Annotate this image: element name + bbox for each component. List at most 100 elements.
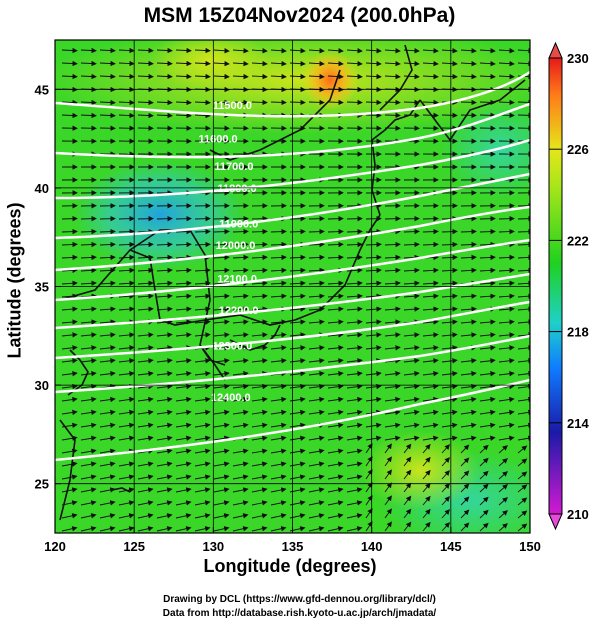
wind-arrow (270, 228, 287, 235)
wind-arrow (137, 293, 154, 299)
wind-arrow (270, 358, 287, 364)
wind-arrow (175, 435, 192, 441)
wind-arrow (232, 319, 249, 325)
wind-arrow (422, 383, 439, 390)
wind-arrow (118, 47, 135, 54)
wind-arrow (498, 510, 508, 519)
wind-arrow (194, 99, 211, 106)
wind-arrow (403, 332, 420, 338)
wind-arrow (194, 500, 211, 506)
wind-arrow (175, 409, 192, 416)
wind-arrow (460, 241, 477, 248)
wind-arrow (517, 60, 530, 67)
wind-arrow (460, 470, 470, 480)
wind-arrow (346, 513, 363, 519)
wind-arrow (270, 254, 287, 261)
wind-arrow (137, 526, 154, 532)
wind-arrow (422, 371, 439, 377)
wind-arrow (460, 306, 477, 312)
wind-arrow (498, 471, 508, 480)
wind-arrow (517, 241, 530, 248)
wind-arrow (137, 474, 154, 480)
wind-arrow (99, 60, 116, 67)
wind-arrow (441, 409, 458, 416)
wind-arrow (80, 461, 97, 467)
wind-arrow (213, 241, 230, 248)
x-tick-label: 140 (361, 539, 383, 554)
wind-arrow (327, 332, 344, 338)
wind-arrow (498, 345, 515, 351)
wind-arrow (384, 482, 392, 493)
wind-arrow (327, 526, 344, 532)
wind-arrow (118, 422, 135, 429)
wind-arrow (441, 345, 458, 351)
wind-arrow (308, 99, 325, 106)
wind-arrow (346, 500, 363, 506)
x-axis-ticks: 120 125 130 135 140 145 150 (44, 527, 541, 554)
wind-arrow (422, 280, 439, 286)
colorbar-tick-label: 226 (567, 142, 589, 157)
wind-arrow (308, 280, 325, 286)
y-tick-label: 30 (35, 378, 49, 393)
wind-arrow (460, 435, 477, 441)
wind-arrow (308, 228, 325, 235)
wind-arrow (365, 495, 373, 506)
wind-arrow (118, 306, 135, 312)
wind-arrow (460, 99, 477, 106)
wind-arrow (384, 60, 401, 67)
wind-arrow (194, 383, 211, 390)
wind-arrow (365, 319, 382, 325)
wind-arrow (118, 228, 135, 235)
wind-arrow (460, 409, 477, 416)
wind-arrow (346, 461, 363, 467)
wind-arrow (194, 332, 211, 338)
wind-arrow (460, 60, 477, 67)
wind-arrow (441, 254, 458, 261)
wind-arrow (308, 461, 325, 467)
wind-arrow (441, 383, 458, 390)
wind-arrow (327, 371, 344, 377)
wind-arrow (517, 497, 528, 506)
wind-arrow (156, 293, 173, 299)
wind-arrow (194, 422, 211, 429)
wind-arrow (327, 487, 344, 493)
wind-arrow (479, 457, 489, 467)
wind-arrow (251, 280, 268, 286)
wind-arrow (365, 482, 373, 493)
wind-arrow (384, 508, 392, 519)
wind-arrow (517, 228, 530, 235)
wind-arrow (270, 474, 287, 480)
wind-arrow (61, 267, 78, 274)
wind-arrow (175, 358, 192, 364)
wind-arrow (327, 409, 344, 416)
wind-arrow (365, 73, 382, 80)
wind-arrow (384, 435, 401, 441)
wind-arrow (137, 60, 154, 67)
wind-arrow (422, 422, 439, 429)
wind-arrow (137, 358, 154, 364)
wind-arrow (327, 358, 344, 364)
wind-arrow (137, 306, 154, 312)
wind-arrow (270, 409, 287, 416)
wind-arrow (194, 487, 211, 493)
wind-arrow (384, 396, 401, 403)
wind-arrow (118, 293, 135, 299)
wind-arrow (422, 508, 431, 519)
wind-arrow (61, 112, 78, 119)
y-tick-label: 25 (35, 477, 49, 492)
contour-label: 11900.0 (219, 218, 258, 230)
wind-arrow (156, 267, 173, 274)
wind-arrow (365, 396, 382, 403)
colorbar: 210 214 218 222 226 230 (548, 41, 589, 531)
wind-arrow (194, 319, 211, 325)
wind-arrow (384, 267, 401, 274)
wind-arrow (156, 254, 173, 261)
wind-arrow (61, 487, 78, 493)
wind-arrow (137, 383, 154, 390)
wind-arrow (346, 358, 363, 364)
x-axis-title: Longitude (degrees) (203, 556, 377, 576)
wind-arrow (118, 435, 135, 441)
wind-arrow (80, 371, 97, 377)
contour-label: 12100.0 (217, 274, 257, 286)
wind-arrow (251, 435, 268, 441)
